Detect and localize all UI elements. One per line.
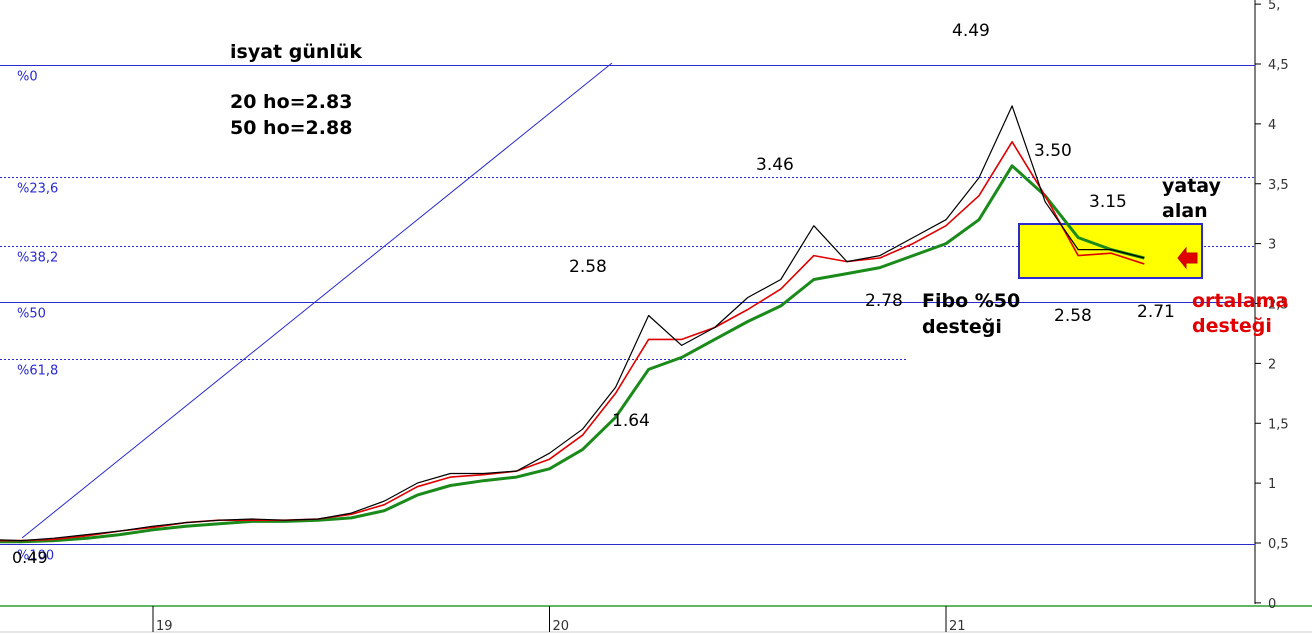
fib-level-label: %23,6 [17,182,58,197]
average-support-note-line1: ortalama [1192,290,1288,312]
value-label-346: 3.46 [756,155,794,175]
value-label-258-b: 2.58 [1054,306,1092,326]
value-label-271: 2.71 [1137,302,1175,322]
chart-title: isyat günlük [230,41,362,63]
left-arrow-icon [1177,246,1198,270]
fib-level-label: %38,2 [17,251,58,266]
value-label-049: 0.49 [12,548,48,567]
fib-level-label: %100 [17,549,54,564]
y-tick-label: 4,5 [1268,58,1289,73]
y-tick-label: 3,5 [1268,178,1289,193]
y-tick-label: 0 [1268,597,1276,612]
y-axis: 0 0,5 1 1,5 2 2,5 3 3,5 4 4,5 5, [1255,0,1289,612]
chart-subtitle-ma50: 50 ho=2.88 [230,117,352,139]
average-support-note-line2: desteği [1192,315,1272,337]
value-label-278: 2.78 [865,291,903,311]
value-label-164: 1.64 [612,411,650,431]
fibo-support-note-line1: Fibo %50 [922,290,1020,312]
x-tick-label: 21 [949,619,966,634]
fib-level-label: %61,8 [17,364,58,379]
value-label-449: 4.49 [952,21,990,41]
x-tick-label: 20 [553,619,570,634]
y-tick-label: 1 [1268,477,1276,492]
ma20-series-line [0,141,1145,542]
y-tick-label: 5, [1268,0,1280,13]
sideways-range-box [1018,223,1203,279]
x-tick-label: 19 [156,619,173,634]
series-layer [0,105,1145,544]
fib-level-label: %0 [17,70,38,85]
value-label-258-a: 2.58 [569,257,607,277]
ma50-series-line [0,164,1145,544]
fib-diagonal-line [21,62,613,539]
x-axis: 19 20 21 [152,606,966,634]
y-tick-label: 4 [1268,118,1276,133]
value-label-315: 3.15 [1089,192,1127,212]
fib-level-label: %50 [17,307,46,322]
chart-subtitle-ma20: 20 ho=2.83 [230,91,352,113]
sideways-note-line1: yatay [1162,175,1222,197]
y-tick-label: 3 [1268,238,1276,253]
value-label-350: 3.50 [1034,141,1072,161]
price-series-line [0,105,1145,542]
y-tick-label: 0,5 [1268,537,1289,552]
y-tick-label: 1,5 [1268,417,1289,432]
y-tick-label: 2,5 [1268,298,1289,313]
fibo-support-note-line2: desteği [922,316,1002,338]
y-tick-label: 2 [1268,357,1276,372]
sideways-note-line2: alan [1162,200,1208,222]
